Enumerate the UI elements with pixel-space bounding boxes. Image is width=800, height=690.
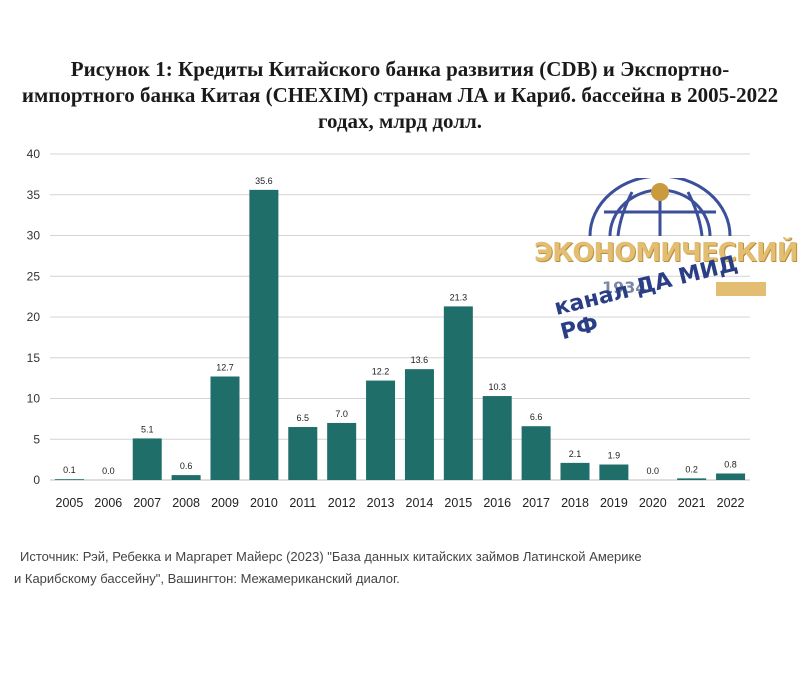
data-label-2008: 0.6 (180, 461, 193, 471)
bar-chart: 0 5 10 15 20 25 30 35 40 0.1 2005 0.0 2006 5.1 2007 0.6… (27, 147, 750, 510)
source-line-2: и Карибскому бассейну", Вашингтон: Межам… (14, 571, 400, 586)
bar-2014 (404, 369, 434, 480)
x-tick-label-2015: 2015 (444, 496, 472, 510)
watermark-word: ЭКОНОМИЧЕСКИЙ (534, 238, 799, 268)
bar-2015 (443, 306, 473, 480)
data-label-2018: 2.1 (569, 449, 582, 459)
y-tick-label: 30 (27, 229, 41, 243)
y-tick-label: 20 (27, 310, 41, 324)
y-tick-label: 10 (27, 392, 41, 406)
bar-2007 (132, 438, 162, 480)
data-label-2013: 12.2 (372, 367, 390, 377)
source-note: Источник: Рэй, Ребекка и Маргарет Майерс… (14, 546, 754, 590)
bar-2012 (327, 422, 357, 480)
y-tick-label: 35 (27, 188, 41, 202)
data-label-2021: 0.2 (685, 464, 698, 474)
y-tick-label: 15 (27, 351, 41, 365)
x-tick-label-2020: 2020 (639, 496, 667, 510)
bar-2010 (249, 189, 279, 481)
x-tick-label-2013: 2013 (367, 496, 395, 510)
x-tick-label-2022: 2022 (717, 496, 745, 510)
data-label-2015: 21.3 (450, 292, 468, 302)
y-tick-label: 0 (33, 473, 40, 487)
x-tick-label-2006: 2006 (94, 496, 122, 510)
x-tick-label-2018: 2018 (561, 496, 589, 510)
data-label-2019: 1.9 (608, 451, 621, 461)
data-label-2020: 0.0 (647, 466, 660, 476)
bar-2022 (716, 473, 746, 480)
x-tick-label-2014: 2014 (406, 496, 434, 510)
data-label-2010: 35.6 (255, 176, 273, 186)
bar-2011 (288, 427, 318, 480)
x-tick-label-2016: 2016 (483, 496, 511, 510)
bar-2009 (210, 376, 240, 480)
bar-2018 (560, 462, 590, 480)
x-tick-label-2017: 2017 (522, 496, 550, 510)
data-label-2012: 7.0 (335, 409, 348, 419)
bar-2013 (366, 380, 396, 480)
data-label-2005: 0.1 (63, 465, 76, 475)
x-tick-label-2012: 2012 (328, 496, 356, 510)
x-tick-label-2007: 2007 (133, 496, 161, 510)
y-tick-label: 40 (27, 147, 41, 161)
x-tick-label-2005: 2005 (56, 496, 84, 510)
data-label-2009: 12.7 (216, 362, 234, 372)
y-tick-label: 5 (33, 432, 40, 446)
x-tick-label-2008: 2008 (172, 496, 200, 510)
bar-2021 (677, 478, 707, 480)
bar-2017 (521, 426, 551, 480)
x-tick-label-2010: 2010 (250, 496, 278, 510)
bar-2016 (482, 396, 512, 480)
x-tick-label-2009: 2009 (211, 496, 239, 510)
watermark-logo: ЭКОНОМИЧЕСКИЙ 1934 канал ДА МИД РФ (520, 174, 799, 368)
y-tick-label: 25 (27, 269, 41, 283)
data-label-2016: 10.3 (488, 382, 506, 392)
source-line-1: Источник: Рэй, Ребекка и Маргарет Майерс… (20, 549, 642, 564)
x-tick-label-2011: 2011 (289, 496, 316, 510)
bar-2019 (599, 464, 629, 480)
data-label-2017: 6.6 (530, 412, 543, 422)
watermark-year: 1934 (602, 278, 647, 297)
data-label-2011: 6.5 (297, 413, 310, 423)
bar-2005 (54, 479, 84, 480)
data-label-2007: 5.1 (141, 424, 154, 434)
data-label-2022: 0.8 (724, 459, 737, 469)
x-tick-label-2019: 2019 (600, 496, 628, 510)
data-label-2006: 0.0 (102, 466, 115, 476)
chart-title: Рисунок 1: Кредиты Китайского банка разв… (21, 57, 779, 133)
x-tick-label-2021: 2021 (678, 496, 706, 510)
bar-2008 (171, 475, 201, 480)
data-label-2014: 13.6 (411, 355, 429, 365)
